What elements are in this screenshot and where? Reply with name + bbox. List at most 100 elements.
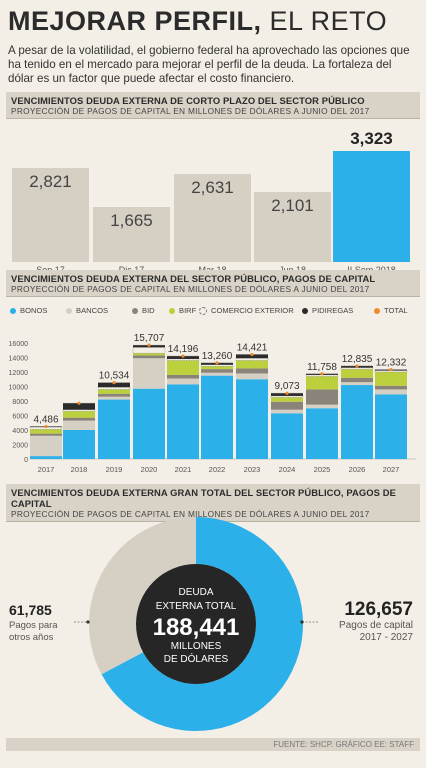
donut-center-line2: EXTERNA TOTAL <box>156 601 237 612</box>
legend-label: TOTAL <box>384 306 408 315</box>
segment-bancos <box>341 382 373 386</box>
segment-comercio-exterior <box>62 409 96 412</box>
segment-bancos <box>98 396 130 400</box>
total-marker <box>285 391 289 395</box>
section2-subheading: PROYECCIÓN DE PAGOS DE CAPITAL EN MILLON… <box>11 284 370 294</box>
total-label: 14,421 <box>237 342 268 353</box>
leader-dot-left <box>86 620 90 624</box>
title-thin: EL RETO <box>269 6 388 36</box>
bar-value-label: 1,665 <box>110 210 153 230</box>
segment-comercio-exterior <box>270 395 304 398</box>
legend-item: COMERCIO EXTERIOR <box>199 306 294 315</box>
legend-item: BANCOS <box>66 306 108 315</box>
y-tick-label: 14000 <box>9 356 29 363</box>
legend-label: BIRF <box>179 306 197 315</box>
segment-bonos <box>341 385 373 459</box>
segment-birf <box>201 366 233 370</box>
total-marker <box>250 352 254 357</box>
source-text: FUENTE: SHCP. GRÁFICO EE: STAFF <box>273 740 414 749</box>
section2-heading: VENCIMIENTOS DEUDA EXTERNA DEL SECTOR PÚ… <box>11 273 376 284</box>
total-marker <box>355 364 359 368</box>
legend-label: BANCOS <box>76 306 109 315</box>
segment-birf <box>167 360 199 375</box>
segment-bonos <box>375 394 407 459</box>
donut-center <box>136 564 256 684</box>
y-tick-label: 4000 <box>12 428 28 435</box>
legend-label: COMERCIO EXTERIOR <box>211 306 294 315</box>
y-tick-label: 0 <box>24 457 28 464</box>
bar-jun-18 <box>254 191 331 262</box>
legend-item: TOTAL <box>374 306 408 315</box>
year-label: 2018 <box>71 465 88 474</box>
right-slice-value: 126,657 <box>344 599 413 620</box>
year-label: 2024 <box>279 465 296 474</box>
y-tick-label: 2000 <box>12 443 28 450</box>
segment-bancos <box>133 358 165 389</box>
legend-swatch <box>374 307 380 314</box>
total-marker <box>389 367 393 372</box>
section1-header: VENCIMIENTOS DEUDA EXTERNA DE CORTO PLAZ… <box>6 92 420 119</box>
section2-header: VENCIMIENTOS DEUDA EXTERNA DEL SECTOR PÚ… <box>6 270 420 297</box>
source-footer: FUENTE: SHCP. GRÁFICO EE: STAFF <box>6 738 420 751</box>
legend-item: BID <box>132 306 155 315</box>
total-label: 13,260 <box>202 351 233 362</box>
section1-subheading: PROYECCIÓN DE PAGOS DE CAPITAL EN MILLON… <box>11 106 370 116</box>
legend-item: PIDIREGAS <box>302 306 353 315</box>
y-tick-label: 12000 <box>9 370 29 377</box>
year-label: 2023 <box>244 465 261 474</box>
segment-bid <box>167 374 199 379</box>
total-label: 12,332 <box>376 358 407 369</box>
stacked-bar-chart: 0 2000 4000 6000 8000 10000 12000 14000 16000 4,4… <box>9 333 416 474</box>
segment-bid <box>306 389 338 405</box>
stacked-chart-legend: BONOS BANCOS BID BIRF COMERCIO EXTERIOR PIDIR… <box>6 306 420 320</box>
segment-bid <box>98 393 130 397</box>
year-label: 2021 <box>175 465 192 474</box>
segment-birf <box>306 376 338 390</box>
section3-heading: VENCIMIENTOS DEUDA EXTERNA GRAN TOTAL DE… <box>11 487 396 509</box>
segment-bancos <box>201 372 233 376</box>
legend-swatch <box>302 307 308 314</box>
segment-birf <box>341 369 373 378</box>
segment-bid <box>341 377 373 383</box>
segment-comercio-exterior <box>235 357 269 361</box>
intro-paragraph: A pesar de la volatilidad, el gobierno f… <box>8 44 410 85</box>
page-title: MEJORAR PERFIL, EL RETO <box>8 6 387 37</box>
right-slice-text1: Pagos de capital <box>339 620 413 631</box>
legend-label: PIDIREGAS <box>312 306 354 315</box>
segment-bancos <box>306 404 338 409</box>
total-marker <box>181 354 185 358</box>
section3-header: VENCIMIENTOS DEUDA EXTERNA GRAN TOTAL DE… <box>6 484 420 522</box>
bar-ii-sem-2018 <box>333 151 410 262</box>
legend-label: BID <box>142 306 155 315</box>
segment-bonos <box>167 384 199 459</box>
legend-swatch <box>66 307 72 314</box>
segment-bonos <box>271 413 303 459</box>
total-label: 15,707 <box>134 333 165 344</box>
segment-comercio-exterior <box>166 358 200 361</box>
total-label: 9,073 <box>274 381 299 392</box>
segment-pidiregas <box>236 354 268 359</box>
y-tick-label: 10000 <box>9 385 29 392</box>
segment-bid <box>271 401 303 410</box>
total-marker <box>112 381 116 385</box>
bar-value-label: 2,631 <box>191 178 234 198</box>
donut-slice <box>88 517 196 675</box>
total-marker <box>215 361 219 365</box>
segment-comercio-exterior <box>132 347 166 354</box>
segment-comercio-exterior <box>97 386 131 390</box>
segment-birf <box>98 389 130 394</box>
segment-birf <box>375 372 407 386</box>
donut-center-line3: MILLONES <box>171 641 222 652</box>
segment-bonos <box>133 388 165 459</box>
segment-bancos <box>63 420 95 430</box>
bar-value-label: 2,821 <box>29 171 72 191</box>
segment-bonos <box>201 375 233 459</box>
segment-bonos <box>236 379 268 459</box>
segment-comercio-exterior <box>200 364 234 367</box>
bar-dic-17 <box>93 206 170 262</box>
left-slice-text1: Pagos para <box>9 620 58 631</box>
section1-heading: VENCIMIENTOS DEUDA EXTERNA DE CORTO PLAZ… <box>11 95 365 106</box>
total-label: 10,534 <box>99 371 130 382</box>
year-label: 2026 <box>349 465 366 474</box>
segment-comercio-exterior <box>340 367 374 370</box>
